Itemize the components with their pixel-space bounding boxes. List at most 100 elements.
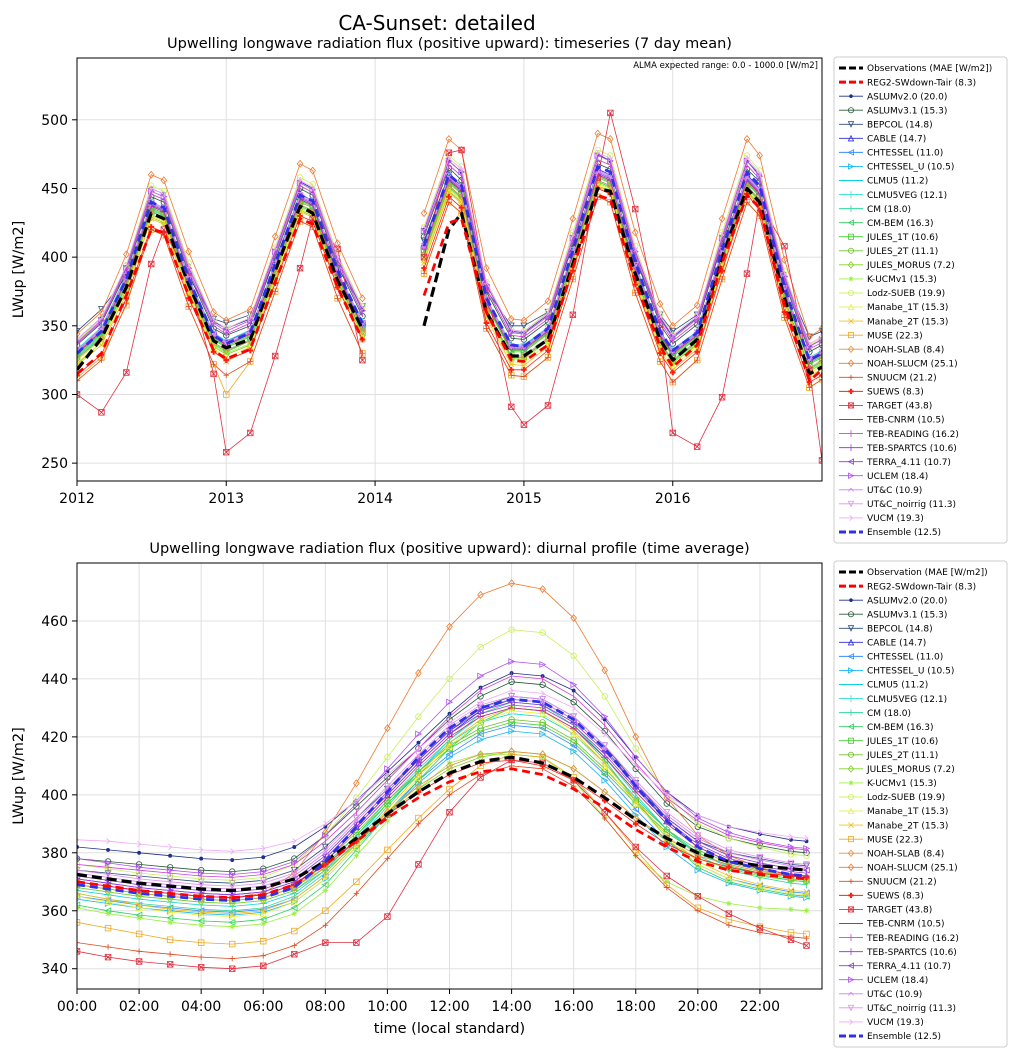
legend-marker: [848, 836, 855, 843]
data-point: [483, 264, 490, 273]
data-point: [632, 290, 639, 296]
data-point: [211, 317, 216, 324]
data-point: [353, 852, 360, 859]
data-point: [632, 732, 640, 741]
legend-item-noah-slab-8-4: NOAH-SLAB (8.4): [839, 345, 944, 355]
data-point: [718, 394, 726, 401]
data-point: [106, 847, 110, 852]
legend-marker: [847, 458, 854, 465]
data-point: [420, 253, 428, 261]
legend-item-jules-morus-7-2: JULES_MORUS (7.2): [839, 765, 955, 775]
data-point: [223, 357, 230, 363]
y-tick-label: 300: [41, 387, 68, 403]
data-point: [570, 232, 576, 239]
data-point: [570, 747, 578, 755]
data-point: [104, 871, 112, 879]
legend-label: UCLEM (18.4): [867, 472, 928, 482]
legend-item-teb-reading-16-2: TEB-READING (16.2): [839, 934, 959, 944]
legend-item-chtessel-u-10-5: CHTESSEL_U (10.5): [839, 667, 954, 677]
data-point: [136, 948, 142, 955]
data-point: [322, 887, 329, 894]
data-point: [136, 915, 142, 921]
data-point: [210, 370, 217, 378]
data-point: [98, 357, 105, 363]
data-point: [77, 337, 80, 342]
series-target-43-8: [77, 756, 810, 972]
legend-item-ut-c-10-9: UT&C (10.9): [839, 990, 922, 1000]
data-point: [359, 356, 366, 364]
legend-item-bepcol-14-8: BEPCOL (14.8): [839, 624, 933, 634]
data-point: [601, 815, 608, 821]
data-point: [820, 333, 822, 340]
data-point: [185, 247, 193, 256]
legend-label: CHTESSEL (11.0): [867, 653, 943, 663]
data-point: [77, 330, 81, 339]
series-line: [77, 767, 807, 900]
legend-marker: [848, 878, 854, 884]
data-point: [77, 939, 80, 946]
data-point: [77, 372, 80, 379]
data-point: [632, 797, 639, 804]
data-point: [477, 774, 484, 781]
data-point: [384, 724, 391, 733]
legend-item-jules-morus-7-2: JULES_MORUS (7.2): [839, 261, 955, 271]
legend-marker: [848, 667, 855, 674]
data-point: [105, 944, 111, 950]
data-point: [756, 857, 764, 862]
data-point: [756, 853, 764, 861]
legend-label: Lodz-SUEB (19.9): [867, 289, 945, 299]
data-point: [508, 366, 515, 373]
data-point: [416, 745, 421, 752]
data-point: [290, 869, 298, 877]
data-point: [291, 927, 298, 935]
data-point: [105, 910, 111, 917]
data-point: [353, 939, 360, 946]
data-point: [570, 717, 577, 722]
series-line: [77, 753, 807, 945]
data-point: [459, 166, 464, 173]
data-point: [271, 352, 279, 360]
legend-item-k-ucmv1-15-3: K-UCMv1 (15.3): [839, 275, 937, 285]
data-point: [322, 861, 329, 868]
data-point: [359, 294, 366, 303]
data-point: [137, 840, 142, 848]
data-point: [197, 881, 205, 889]
data-point: [246, 305, 254, 314]
data-point: [787, 843, 795, 851]
data-point: [322, 907, 329, 914]
legend-marker: [848, 107, 855, 114]
legend-item-aslumv3-1-15-3: ASLUMv3.1 (15.3): [839, 610, 947, 620]
legend-label: CHTESSEL (11.0): [867, 149, 943, 159]
legend-item-ut-c-10-9: UT&C (10.9): [839, 486, 922, 496]
data-point: [787, 859, 795, 867]
data-point: [694, 349, 701, 355]
data-point: [353, 890, 360, 897]
data-point: [292, 838, 297, 845]
data-point: [420, 250, 428, 259]
data-point: [229, 871, 236, 878]
x-tick-label: 2016: [655, 491, 691, 507]
series-noah-slucm-25-1: [77, 129, 822, 341]
y-tick-label: 440: [41, 672, 68, 688]
data-point: [445, 172, 453, 180]
data-point: [77, 837, 80, 842]
data-point: [335, 254, 340, 261]
legend-marker: [848, 780, 854, 786]
legend-item-jules-2t-11-1: JULES_2T (11.1): [839, 751, 938, 761]
legend-marker: [848, 402, 855, 409]
x-tick-label: 2012: [59, 491, 95, 507]
data-point: [197, 939, 205, 946]
series-ut-c-noirrig-11-3: [77, 693, 810, 890]
data-point: [477, 672, 485, 680]
data-point: [421, 270, 427, 277]
legend-item-cm-18-0: CM (18.0): [839, 709, 911, 719]
legend-item-jules-1t-10-6: JULES_1T (10.6): [839, 737, 938, 747]
legend-marker: [848, 289, 855, 296]
data-point: [571, 704, 576, 712]
legend-label: BEPCOL (14.8): [867, 624, 933, 634]
data-point: [725, 875, 733, 883]
data-point: [271, 232, 279, 241]
data-point: [669, 429, 676, 437]
data-point: [124, 262, 129, 269]
data-point: [322, 922, 329, 929]
